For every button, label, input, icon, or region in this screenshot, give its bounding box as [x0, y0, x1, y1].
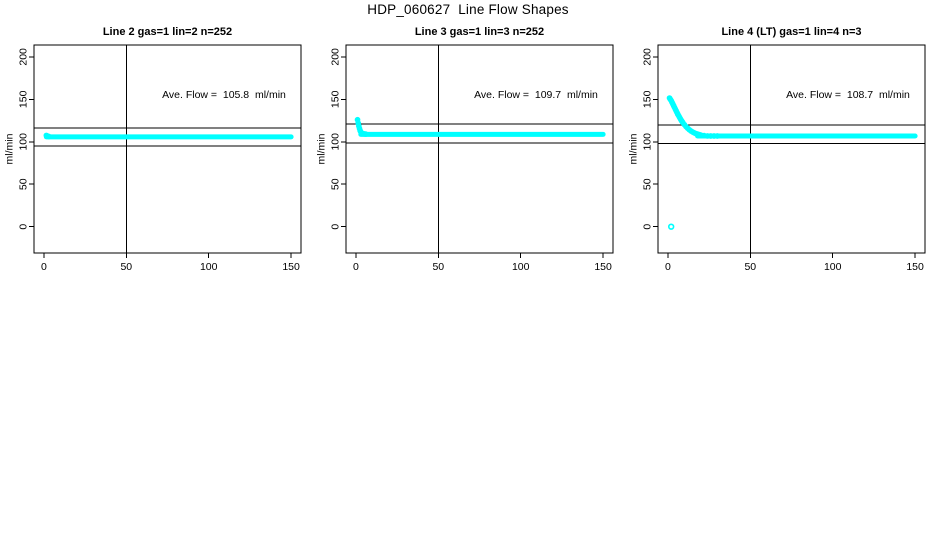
data-series: [43, 132, 294, 140]
y-axis-label: ml/min: [628, 133, 640, 164]
panel-line4-ave-flow-annotation: Ave. Flow = 108.7 ml/min: [786, 89, 910, 101]
panel-line2-ave-flow-annotation: Ave. Flow = 105.8 ml/min: [162, 89, 286, 101]
panel-line4-plot-svg: 0 50 100 150 0 50 100 150 200 ml/min: [628, 44, 926, 273]
x-tick-label: 50: [120, 261, 132, 273]
axes: [653, 44, 926, 258]
y-tick-label: 0: [642, 224, 654, 230]
y-axis-label: ml/min: [316, 133, 328, 164]
y-tick-label: 50: [330, 178, 342, 190]
tick-labels: 0 50 100 150 0 50 100 150 200 ml/min: [316, 48, 613, 273]
y-tick-label: 100: [642, 133, 654, 151]
outlier-point: [667, 223, 675, 230]
y-tick-label: 150: [642, 90, 654, 108]
y-tick-label: 100: [18, 133, 30, 151]
y-tick-label: 200: [642, 48, 654, 66]
panel-line2-title: Line 2 gas=1 lin=2 n=252: [102, 26, 233, 38]
tick-labels: 0 50 100 150 0 50 100 150 200 ml/min: [628, 48, 925, 273]
y-tick-label: 50: [18, 178, 30, 190]
x-tick-label: 150: [282, 261, 300, 273]
y-tick-label: 200: [18, 48, 30, 66]
y-axis-label: ml/min: [4, 133, 16, 164]
y-tick-label: 0: [330, 224, 342, 230]
panel-line4: Line 4 (LT) gas=1 lin=4 n=3 0 50 100 150 0 50…: [624, 0, 936, 300]
panel-line3-plot-svg: 0 50 100 150 0 50 100 150 200 ml/min: [316, 44, 614, 273]
data-series: [666, 95, 918, 230]
plot-box: [657, 44, 926, 254]
x-tick-label: 50: [744, 261, 756, 273]
axes: [341, 44, 614, 258]
panel-line2: Line 2 gas=1 lin=2 n=252 0 50 100 150 0 50 100…: [0, 0, 312, 300]
y-tick-label: 100: [330, 133, 342, 151]
y-tick-label: 50: [642, 178, 654, 190]
x-tick-label: 100: [200, 261, 218, 273]
panel-line3-title: Line 3 gas=1 lin=3 n=252: [414, 26, 545, 38]
x-tick-label: 0: [665, 261, 671, 273]
y-tick-label: 150: [330, 90, 342, 108]
page-title: HDP_060627 Line Flow Shapes: [367, 2, 569, 17]
y-tick-label: 200: [330, 48, 342, 66]
plot-box: [345, 44, 614, 254]
x-tick-label: 100: [512, 261, 530, 273]
x-tick-label: 0: [41, 261, 47, 273]
panel-line3: Line 3 gas=1 lin=3 n=252 0 50 100 150 0 50 100…: [312, 0, 624, 300]
data-point: [354, 116, 361, 123]
panel-line3-ave-flow-annotation: Ave. Flow = 109.7 ml/min: [474, 89, 598, 101]
data-series: [354, 116, 606, 137]
data-point: [355, 120, 362, 126]
y-tick-label: 150: [18, 90, 30, 108]
x-tick-label: 50: [432, 261, 444, 273]
tick-labels: 0 50 100 150 0 50 100 150 200 ml/min: [4, 48, 301, 273]
panel-line2-plot-svg: 0 50 100 150 0 50 100 150 200 ml/min: [4, 44, 302, 273]
y-tick-label: 0: [18, 224, 30, 230]
x-tick-label: 100: [824, 261, 842, 273]
x-tick-label: 0: [353, 261, 359, 273]
axes: [29, 44, 302, 258]
plot-box: [33, 44, 302, 254]
panel-line4-title: Line 4 (LT) gas=1 lin=4 n=3: [721, 26, 862, 38]
x-tick-label: 150: [906, 261, 924, 273]
x-tick-label: 150: [594, 261, 612, 273]
